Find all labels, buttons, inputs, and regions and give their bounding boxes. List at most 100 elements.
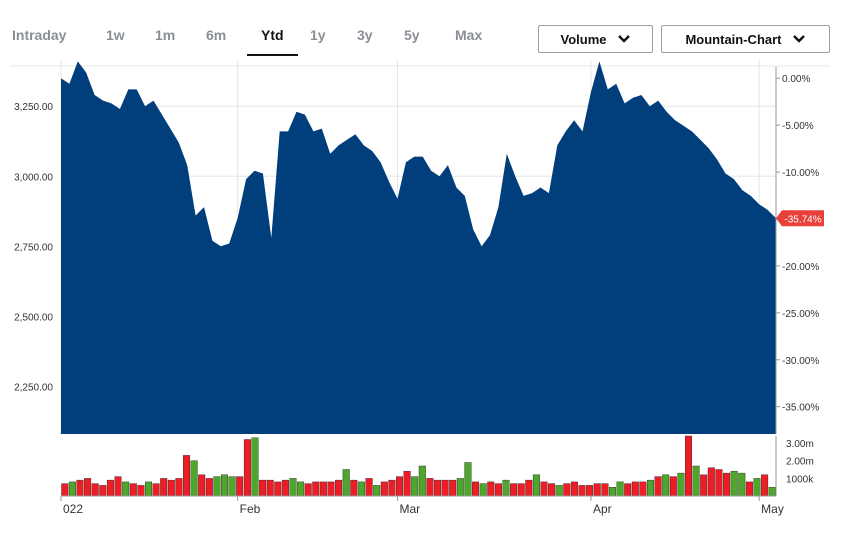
volume-bar bbox=[418, 465, 426, 497]
volume-bar bbox=[434, 479, 442, 497]
volume-bar bbox=[532, 474, 540, 497]
volume-bar bbox=[251, 437, 259, 497]
volume-bar bbox=[160, 478, 168, 497]
volume-bar bbox=[555, 485, 563, 497]
volume-bar bbox=[266, 479, 274, 497]
volume-bar bbox=[700, 474, 708, 497]
volume-bar bbox=[707, 467, 715, 497]
volume-bar bbox=[152, 483, 160, 497]
volume-bar bbox=[182, 455, 190, 497]
volume-bar bbox=[441, 479, 449, 497]
volume-bar bbox=[487, 481, 495, 497]
volume-bar bbox=[692, 465, 700, 497]
volume-bar bbox=[548, 483, 556, 497]
volume-bar bbox=[616, 481, 624, 497]
x-tick-label: Apr bbox=[593, 502, 612, 516]
price-tick-label: 2,750.00 bbox=[14, 242, 53, 253]
volume-bar bbox=[327, 481, 335, 497]
volume-dropdown-label: Volume bbox=[560, 31, 607, 47]
tab-intraday[interactable]: Intraday bbox=[12, 27, 67, 43]
volume-bar bbox=[220, 474, 228, 497]
volume-bar bbox=[715, 469, 723, 497]
tab-3y[interactable]: 3y bbox=[357, 27, 373, 43]
pct-tick-label: -5.00% bbox=[782, 121, 814, 132]
pct-tick-label: -10.00% bbox=[782, 168, 819, 179]
volume-tick-label: 3.00m bbox=[786, 439, 814, 450]
volume-bar bbox=[669, 476, 677, 497]
volume-bar bbox=[190, 460, 198, 497]
volume-bar bbox=[342, 469, 350, 497]
volume-bar bbox=[654, 476, 662, 497]
volume-bar bbox=[129, 483, 137, 497]
pct-tick-label: -30.00% bbox=[782, 356, 819, 367]
volume-bar bbox=[593, 483, 601, 497]
volume-bar bbox=[472, 481, 480, 497]
volume-bar bbox=[304, 483, 312, 497]
volume-bar bbox=[236, 476, 244, 497]
volume-bar bbox=[456, 478, 464, 497]
x-tick-label: Mar bbox=[399, 502, 420, 516]
volume-bar bbox=[517, 483, 525, 497]
volume-tick-label: 2.00m bbox=[786, 457, 814, 468]
price-tick-label: 2,250.00 bbox=[14, 382, 53, 393]
volume-bar bbox=[403, 471, 411, 497]
x-tick-label: 022 bbox=[63, 502, 83, 516]
volume-bar bbox=[205, 478, 213, 497]
volume-bar bbox=[662, 474, 670, 497]
volume-tick-label: 1000k bbox=[786, 474, 814, 485]
volume-bar bbox=[745, 481, 753, 497]
volume-bar bbox=[91, 483, 99, 497]
tab-ytd[interactable]: Ytd bbox=[247, 22, 297, 56]
price-area bbox=[61, 61, 776, 435]
volume-bar bbox=[761, 474, 769, 497]
price-chart: 3,250.00 3,000.00 2,750.00 2,500.00 2,250.00… bbox=[10, 60, 830, 516]
x-tick-label: May bbox=[761, 502, 784, 516]
chart-type-dropdown-label: Mountain-Chart bbox=[685, 31, 782, 47]
volume-bar bbox=[601, 483, 609, 497]
volume-bar bbox=[609, 487, 617, 497]
volume-bar bbox=[365, 478, 373, 497]
volume-bar bbox=[274, 481, 282, 497]
volume-bar bbox=[738, 472, 746, 497]
volume-bar bbox=[335, 479, 343, 497]
volume-bar bbox=[357, 481, 365, 497]
price-tick-label: 3,250.00 bbox=[14, 102, 53, 113]
volume-bar bbox=[175, 478, 183, 497]
volume-bar bbox=[137, 485, 145, 497]
volume-bar bbox=[479, 483, 487, 497]
tab-5y[interactable]: 5y bbox=[404, 27, 420, 43]
change-badge-label: -35.74% bbox=[784, 214, 821, 225]
volume-bar bbox=[570, 481, 578, 497]
volume-bar bbox=[525, 479, 533, 497]
volume-bar bbox=[259, 479, 267, 497]
volume-bar bbox=[396, 476, 404, 497]
pct-tick-label: -35.00% bbox=[782, 403, 819, 414]
volume-bar bbox=[281, 479, 289, 497]
tab-6m[interactable]: 6m bbox=[206, 27, 227, 43]
volume-bar bbox=[312, 481, 320, 497]
volume-bar bbox=[99, 485, 107, 497]
volume-bar bbox=[578, 485, 586, 497]
volume-bar bbox=[449, 479, 457, 497]
tab-1m[interactable]: 1m bbox=[155, 27, 176, 43]
tab-max[interactable]: Max bbox=[455, 27, 483, 43]
volume-bar bbox=[319, 481, 327, 497]
volume-bar bbox=[61, 483, 69, 497]
volume-bar bbox=[388, 479, 396, 497]
volume-bar bbox=[426, 478, 434, 497]
volume-bar bbox=[411, 476, 419, 497]
tab-1y[interactable]: 1y bbox=[310, 27, 326, 43]
tab-1w[interactable]: 1w bbox=[106, 27, 125, 43]
volume-bar bbox=[494, 483, 502, 497]
volume-bar bbox=[213, 476, 221, 497]
volume-bar bbox=[502, 479, 510, 497]
volume-bar bbox=[639, 481, 647, 497]
volume-bar bbox=[373, 485, 381, 497]
volume-bar bbox=[289, 478, 297, 497]
volume-bar bbox=[122, 481, 130, 497]
volume-bar bbox=[586, 485, 594, 497]
chart-type-dropdown[interactable]: Mountain-Chart bbox=[661, 25, 830, 53]
volume-bar bbox=[243, 439, 251, 497]
volume-dropdown[interactable]: Volume bbox=[538, 25, 653, 53]
volume-bar bbox=[380, 481, 388, 497]
